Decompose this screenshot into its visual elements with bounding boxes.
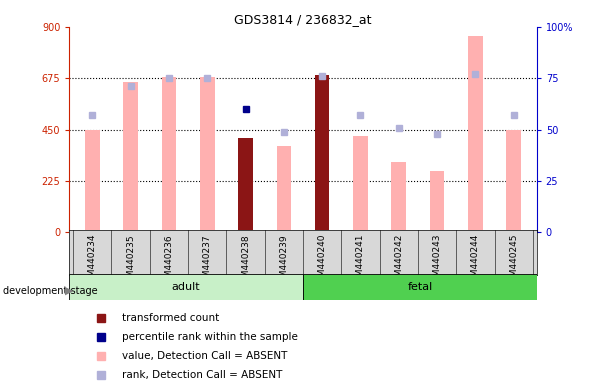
Text: GSM440234: GSM440234 <box>88 234 97 288</box>
Text: GSM440235: GSM440235 <box>126 234 135 288</box>
Text: GSM440245: GSM440245 <box>509 234 518 288</box>
Bar <box>124 82 138 232</box>
Text: GSM440236: GSM440236 <box>165 234 174 288</box>
Text: GSM440240: GSM440240 <box>318 234 327 288</box>
Text: GSM440237: GSM440237 <box>203 234 212 288</box>
Bar <box>200 77 215 232</box>
Text: transformed count: transformed count <box>122 313 219 323</box>
Bar <box>162 77 176 232</box>
Title: GDS3814 / 236832_at: GDS3814 / 236832_at <box>234 13 372 26</box>
Text: GSM440242: GSM440242 <box>394 234 403 288</box>
Bar <box>303 274 537 300</box>
Bar <box>315 75 329 232</box>
Text: ▶: ▶ <box>65 286 74 296</box>
Text: fetal: fetal <box>407 282 432 292</box>
Text: value, Detection Call = ABSENT: value, Detection Call = ABSENT <box>122 351 288 361</box>
Bar <box>69 274 303 300</box>
Bar <box>391 162 406 232</box>
Text: GSM440241: GSM440241 <box>356 234 365 288</box>
Bar <box>468 36 482 232</box>
Text: percentile rank within the sample: percentile rank within the sample <box>122 332 298 342</box>
Bar <box>507 130 521 232</box>
Text: GSM440239: GSM440239 <box>279 234 288 288</box>
Text: GSM440244: GSM440244 <box>471 234 480 288</box>
Bar <box>277 146 291 232</box>
Bar <box>85 130 99 232</box>
Text: GSM440238: GSM440238 <box>241 234 250 288</box>
Bar <box>238 137 253 232</box>
Bar <box>430 170 444 232</box>
Bar <box>353 136 368 232</box>
Text: adult: adult <box>172 282 200 292</box>
Text: rank, Detection Call = ABSENT: rank, Detection Call = ABSENT <box>122 370 283 380</box>
Text: development stage: development stage <box>3 286 98 296</box>
Text: GSM440243: GSM440243 <box>432 234 441 288</box>
